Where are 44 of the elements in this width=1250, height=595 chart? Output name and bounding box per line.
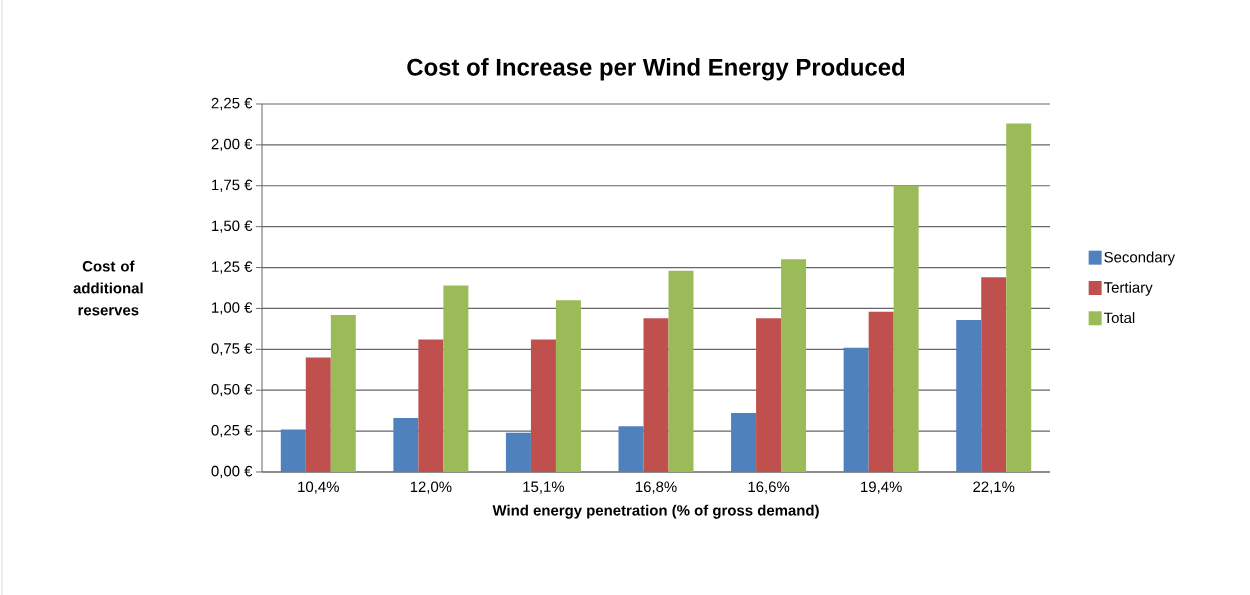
x-tick-label: 15,1% — [523, 481, 565, 494]
bar — [505, 432, 531, 472]
bar — [555, 300, 581, 472]
x-tick-label: 12,0% — [410, 481, 452, 494]
x-tick-label: 16,6% — [748, 481, 790, 494]
x-tick-label: 10,4% — [298, 481, 339, 494]
bar — [756, 318, 782, 472]
x-axis-title: Wind energy penetration (% of gross demand) — [492, 504, 819, 519]
bar — [731, 413, 757, 472]
bar — [443, 285, 469, 472]
bar — [981, 277, 1007, 472]
legend-label: Total — [1103, 312, 1135, 324]
y-tick-label: 2,00 € — [211, 138, 253, 152]
y-tick-label: 0,75 € — [211, 343, 253, 356]
y-tick-label: 0,50 € — [211, 384, 253, 397]
bar — [868, 311, 894, 472]
y-axis-title: Cost of additional reserves — [73, 260, 143, 316]
bar — [1006, 123, 1032, 472]
bar — [643, 318, 669, 472]
x-tick-label: 16,8% — [635, 481, 677, 494]
y-tick-label: 1,25 € — [212, 261, 253, 274]
bar — [280, 429, 306, 472]
x-tick-label: 19,4% — [861, 481, 902, 494]
bar — [393, 418, 419, 472]
y-tick-label: 0,00 € — [211, 465, 253, 479]
y-tick-label: 1,50 € — [212, 220, 253, 233]
bar — [956, 319, 982, 472]
y-tick-label: 1,00 € — [212, 302, 253, 315]
bar — [843, 347, 869, 472]
legend-label: Secondary — [1104, 251, 1176, 266]
x-tick-label: 22,1% — [973, 481, 1015, 494]
bar — [330, 314, 356, 472]
chart-title: Cost of Increase per Wind Energy Produced — [407, 58, 905, 81]
bar — [305, 357, 331, 472]
bar — [893, 185, 919, 472]
legend-label: Tertiary — [1103, 281, 1153, 296]
y-tick-label: 0,25 € — [211, 424, 253, 438]
bar — [530, 339, 556, 472]
y-tick-label: 1,75 € — [212, 179, 253, 192]
bar — [781, 259, 807, 472]
y-tick-label: 2,25 € — [211, 97, 253, 111]
bar — [618, 426, 644, 472]
bar — [668, 270, 694, 472]
bar — [418, 339, 444, 472]
